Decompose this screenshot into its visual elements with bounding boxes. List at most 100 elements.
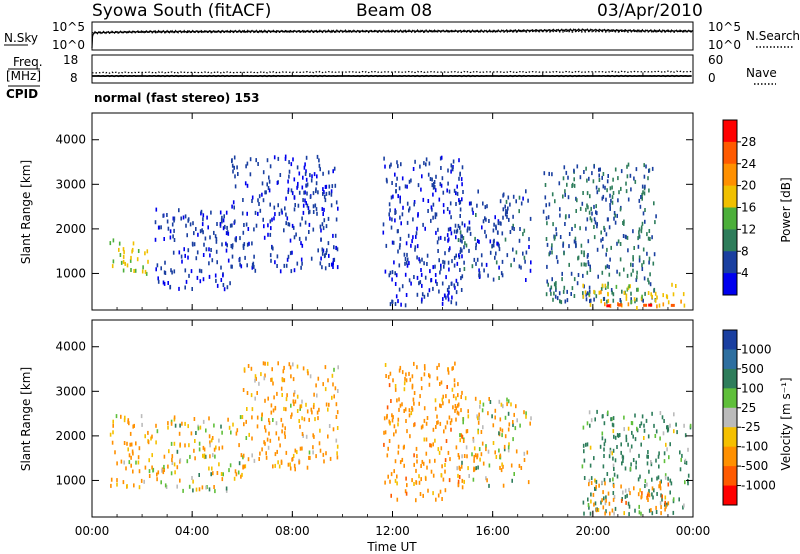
power-cell <box>466 228 469 233</box>
power-cell <box>510 263 512 268</box>
power-cell <box>388 273 391 278</box>
velocity-cell <box>477 420 480 425</box>
power-cell <box>440 266 442 271</box>
velocity-cell <box>607 410 609 415</box>
power-cell <box>199 279 202 284</box>
power-cell <box>485 262 488 267</box>
power-cell <box>417 183 420 188</box>
velocity-cell <box>663 459 666 464</box>
x-axis-title: Time UT <box>366 540 417 554</box>
power-cell <box>561 271 563 276</box>
power-cell <box>293 268 296 273</box>
velocity-cell <box>124 415 126 420</box>
power-cell <box>267 223 269 228</box>
power-cell <box>388 202 391 207</box>
velocity-cell <box>173 415 176 420</box>
power-cell <box>551 192 554 197</box>
power-cell <box>389 302 392 307</box>
power-cell <box>562 289 565 294</box>
velocity-cell <box>440 473 443 478</box>
power-cell <box>277 156 280 161</box>
power-colorbar-swatch-3 <box>723 185 737 208</box>
velocity-cell <box>110 483 112 488</box>
power-cell <box>522 196 524 201</box>
power-cell <box>287 222 290 227</box>
velocity-cell <box>609 478 611 483</box>
power-cell <box>420 268 422 272</box>
velocity-cell <box>659 483 661 488</box>
velocity-cell <box>479 457 481 462</box>
nsky-series-line <box>91 28 694 49</box>
power-cell <box>232 169 234 174</box>
velocity-cell <box>472 477 475 482</box>
power-cell <box>627 302 630 307</box>
velocity-cell <box>299 406 301 411</box>
power-cell <box>653 201 655 206</box>
velocity-cell <box>687 481 689 486</box>
velocity-colorbar-swatch-8 <box>723 485 737 506</box>
velocity-cell <box>260 417 263 422</box>
power-cell <box>610 288 613 292</box>
velocity-cell <box>294 448 297 453</box>
velocity-cell <box>667 425 669 430</box>
power-cell <box>680 299 682 304</box>
velocity-cell <box>203 447 206 452</box>
power-cell <box>648 168 650 173</box>
power-cell <box>593 289 595 294</box>
power-cell <box>670 303 675 307</box>
velocity-cell <box>459 438 461 443</box>
power-cell <box>234 219 236 224</box>
power-cell <box>566 298 569 303</box>
power-cell <box>450 169 452 174</box>
power-cell <box>443 293 446 298</box>
velocity-cell <box>397 422 399 427</box>
velocity-cell <box>228 468 230 473</box>
velocity-cell <box>401 457 404 462</box>
velocity-cell <box>384 480 386 485</box>
power-cell <box>315 181 318 186</box>
velocity-cell <box>179 458 182 463</box>
velocity-cell <box>390 493 392 498</box>
velocity-cell <box>601 480 603 485</box>
power-cell <box>440 166 442 170</box>
velocity-colorbar-swatch-7 <box>723 466 737 487</box>
power-cell <box>318 158 320 163</box>
nave-dips <box>141 72 644 77</box>
power-cell <box>240 264 243 269</box>
velocity-cell <box>387 446 389 451</box>
power-cell <box>579 226 581 231</box>
power-cell <box>178 286 180 291</box>
power-cell <box>485 217 487 222</box>
velocity-cell <box>393 424 396 429</box>
velocity-cell <box>672 510 675 515</box>
velocity-cell <box>609 449 612 454</box>
power-cell <box>644 291 646 296</box>
power-cell <box>405 293 408 297</box>
velocity-cell <box>612 491 615 495</box>
velocity-cell <box>212 453 214 458</box>
power-cell <box>607 298 610 303</box>
velocity-cell <box>647 454 649 459</box>
velocity-cell <box>523 458 526 462</box>
power-cell <box>497 221 500 226</box>
power-cell <box>442 190 445 195</box>
power-cell <box>655 214 657 219</box>
power-cell <box>489 239 492 244</box>
velocity-cell <box>193 448 195 453</box>
velocity-cell <box>170 441 173 446</box>
power-cell <box>119 253 122 257</box>
power-cell <box>406 184 408 189</box>
power-cell <box>333 166 336 171</box>
velocity-cell <box>592 492 595 497</box>
power-cell <box>649 282 652 287</box>
power-cell <box>294 203 296 207</box>
velocity-cell <box>283 365 285 370</box>
power-cell <box>649 272 651 277</box>
power-colorbar-swatch-1 <box>723 141 737 165</box>
velocity-cell <box>243 464 245 469</box>
power-cell <box>587 239 590 244</box>
velocity-cell <box>659 481 661 485</box>
power-cell <box>450 215 452 220</box>
power-cell <box>164 260 166 265</box>
velocity-cell <box>324 387 327 392</box>
